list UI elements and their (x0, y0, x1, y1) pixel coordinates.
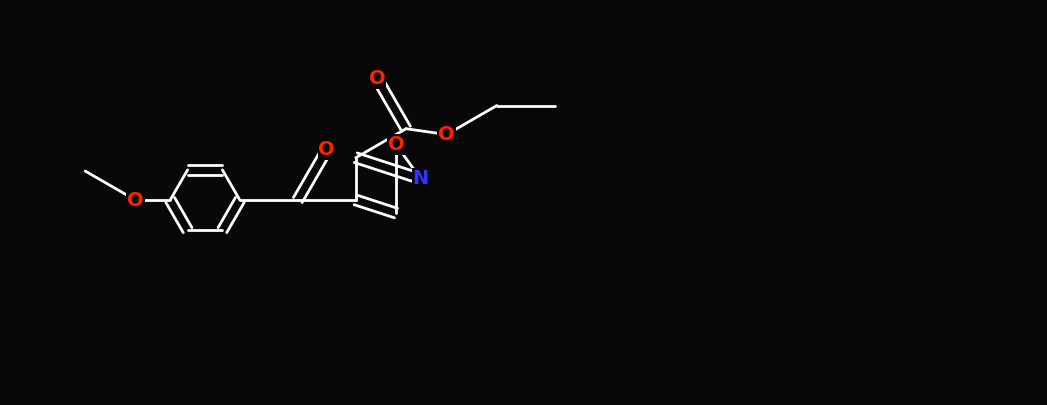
Text: O: O (387, 135, 404, 154)
Text: O: O (318, 140, 335, 159)
Text: N: N (413, 169, 429, 188)
Text: O: O (369, 69, 385, 88)
Text: O: O (127, 190, 143, 209)
Text: O: O (439, 125, 455, 144)
